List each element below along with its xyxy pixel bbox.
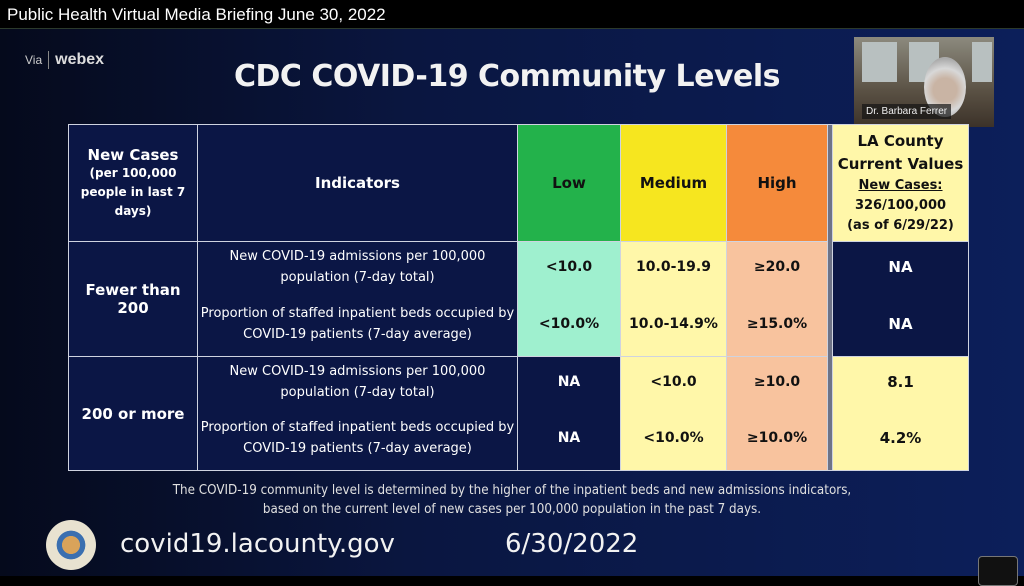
website-url: covid19.lacounty.gov <box>120 529 395 559</box>
speaker-video: Dr. Barbara Ferrer <box>854 37 994 127</box>
webex-brand: webex <box>55 51 105 68</box>
column-divider <box>827 124 833 471</box>
low-value: NA <box>517 356 621 407</box>
table-row: 200 or more New COVID-19 admissions per … <box>68 356 969 471</box>
table-row: Fewer than 200 New COVID-19 admissions p… <box>68 241 969 357</box>
speaker-name: Dr. Barbara Ferrer <box>862 104 952 119</box>
indicator: New COVID-19 admissions per 100,000 popu… <box>197 241 518 292</box>
video-title-bar: Public Health Virtual Media Briefing Jun… <box>0 0 1024 29</box>
la-value: 8.1 <box>832 356 969 407</box>
header-high: High <box>726 124 828 242</box>
la-value: 4.2% <box>832 406 969 471</box>
high-value: ≥10.0 <box>726 356 828 407</box>
medium-value: 10.0-14.9% <box>620 291 727 357</box>
group-label: Fewer than 200 <box>68 241 198 357</box>
webex-logo: Via webex <box>25 51 104 69</box>
medium-value: <10.0 <box>620 356 727 407</box>
la-county-seal-icon <box>46 520 96 570</box>
player-control-button[interactable] <box>978 556 1018 586</box>
video-title: Public Health Virtual Media Briefing Jun… <box>7 5 386 24</box>
header-indicators: Indicators <box>197 124 518 242</box>
slide-title: CDC COVID-19 Community Levels <box>233 59 781 94</box>
medium-value: <10.0% <box>620 406 727 471</box>
high-value: ≥20.0 <box>726 241 828 292</box>
medium-value: 10.0-19.9 <box>620 241 727 292</box>
indicator: New COVID-19 admissions per 100,000 popu… <box>197 356 518 407</box>
header-new-cases: New Cases (per 100,000 people in last 7 d… <box>68 124 198 242</box>
slide: Via webex CDC COVID-19 Community Levels D… <box>0 29 1024 576</box>
low-value: <10.0 <box>517 241 621 292</box>
la-value: NA <box>832 291 969 357</box>
high-value: ≥15.0% <box>726 291 828 357</box>
footnote-line: The COVID-19 community level is determin… <box>172 483 852 498</box>
low-value: NA <box>517 406 621 471</box>
slide-date: 6/30/2022 <box>505 529 639 559</box>
community-levels-table: New Cases (per 100,000 people in last 7 d… <box>68 124 969 471</box>
table-row: Proportion of staffed inpatient beds occ… <box>69 406 969 471</box>
header-la-county: LA County Current Values New Cases: 326/10… <box>832 124 969 242</box>
group-label: 200 or more <box>68 356 198 471</box>
low-value: <10.0% <box>517 291 621 357</box>
indicator: Proportion of staffed inpatient beds occ… <box>197 406 518 471</box>
footnote: The COVID-19 community level is determin… <box>41 481 983 519</box>
la-value: NA <box>832 241 969 292</box>
via-label: Via <box>25 53 43 67</box>
indicator: Proportion of staffed inpatient beds occ… <box>197 291 518 357</box>
high-value: ≥10.0% <box>726 406 828 471</box>
footnote-line: based on the current level of new cases … <box>262 502 762 517</box>
header-low: Low <box>517 124 621 242</box>
table-row: Proportion of staffed inpatient beds occ… <box>69 291 969 357</box>
header-medium: Medium <box>620 124 727 242</box>
